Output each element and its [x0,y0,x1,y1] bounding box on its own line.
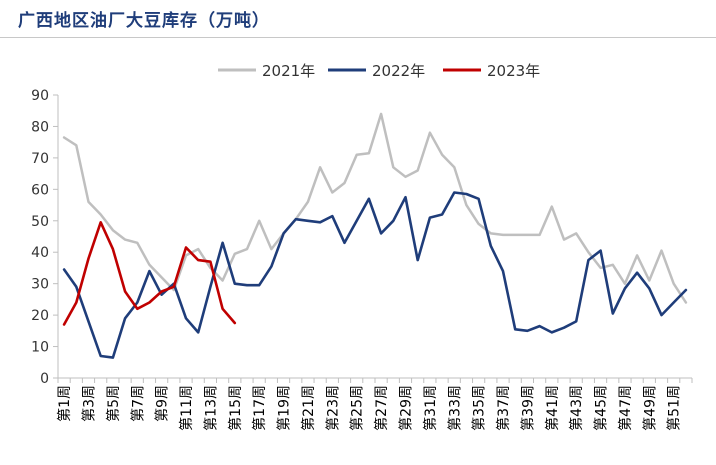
x-tick-label: 第7周 [129,385,146,422]
x-tick-label: 第35周 [471,385,488,431]
x-tick-label: 第33周 [446,385,463,431]
x-tick-label: 第47周 [617,385,634,431]
x-tick-label: 第11周 [178,385,195,431]
x-tick-label: 第39周 [519,385,536,431]
x-tick-label: 第9周 [154,385,171,422]
legend-label: 2023年 [487,62,540,80]
x-tick-label: 第3周 [80,385,97,422]
series-line-2021 [62,112,688,304]
legend-item-2021: 2021年 [218,62,315,80]
y-tick-label: 30 [31,277,49,293]
x-tick-label: 第43周 [568,385,585,431]
x-tick-label: 第15周 [227,385,244,431]
chart-title: 广西地区油厂大豆库存（万吨） [18,11,270,31]
legend-label: 2022年 [372,62,425,80]
x-tick-label: 第29周 [397,385,414,431]
x-tick-label: 第19周 [276,385,293,431]
legend-item-2022: 2022年 [328,62,425,80]
y-tick-label: 40 [31,245,49,261]
series-line-2023 [62,221,237,326]
x-axis: 第1周 第3周 第5周 第7周 第9周 第11周 第13周 第15周 第17周 第19周 第21周第… [56,377,693,431]
x-tick-label: 第17周 [251,385,268,431]
y-axis: 0 10 20 30 40 50 60 70 80 90 [31,88,59,387]
legend: 2021年 2022年 2023年 [218,62,540,80]
x-tick-label: 第37周 [495,385,512,431]
series-line-2022 [62,191,688,359]
x-tick-label: 第31周 [422,385,439,431]
legend-item-2023: 2023年 [443,62,540,80]
y-tick-label: 80 [31,119,49,135]
x-tick-label: 第27周 [373,385,390,431]
x-tick-label: 第23周 [324,385,341,431]
x-tick-label: 第13周 [202,385,219,431]
x-tick-label: 第25周 [349,385,366,431]
title-divider [0,37,716,38]
y-tick-label: 90 [31,88,49,104]
y-tick-label: 70 [31,151,49,167]
y-tick-label: 60 [31,182,49,198]
series-layer [62,112,688,359]
y-tick-label: 0 [40,371,49,387]
y-tick-label: 20 [31,308,49,324]
x-tick-label: 第21周 [300,385,317,431]
x-tick-label: 第45周 [593,385,610,431]
x-tick-label: 第51周 [666,385,683,431]
legend-label: 2021年 [262,62,315,80]
x-tick-label: 第41周 [544,385,561,431]
x-tick-label: 第1周 [56,385,73,422]
x-tick-label: 第5周 [105,385,122,422]
y-tick-label: 10 [31,340,49,356]
x-tick-label: 第49周 [641,385,658,431]
y-tick-label: 50 [31,214,49,230]
